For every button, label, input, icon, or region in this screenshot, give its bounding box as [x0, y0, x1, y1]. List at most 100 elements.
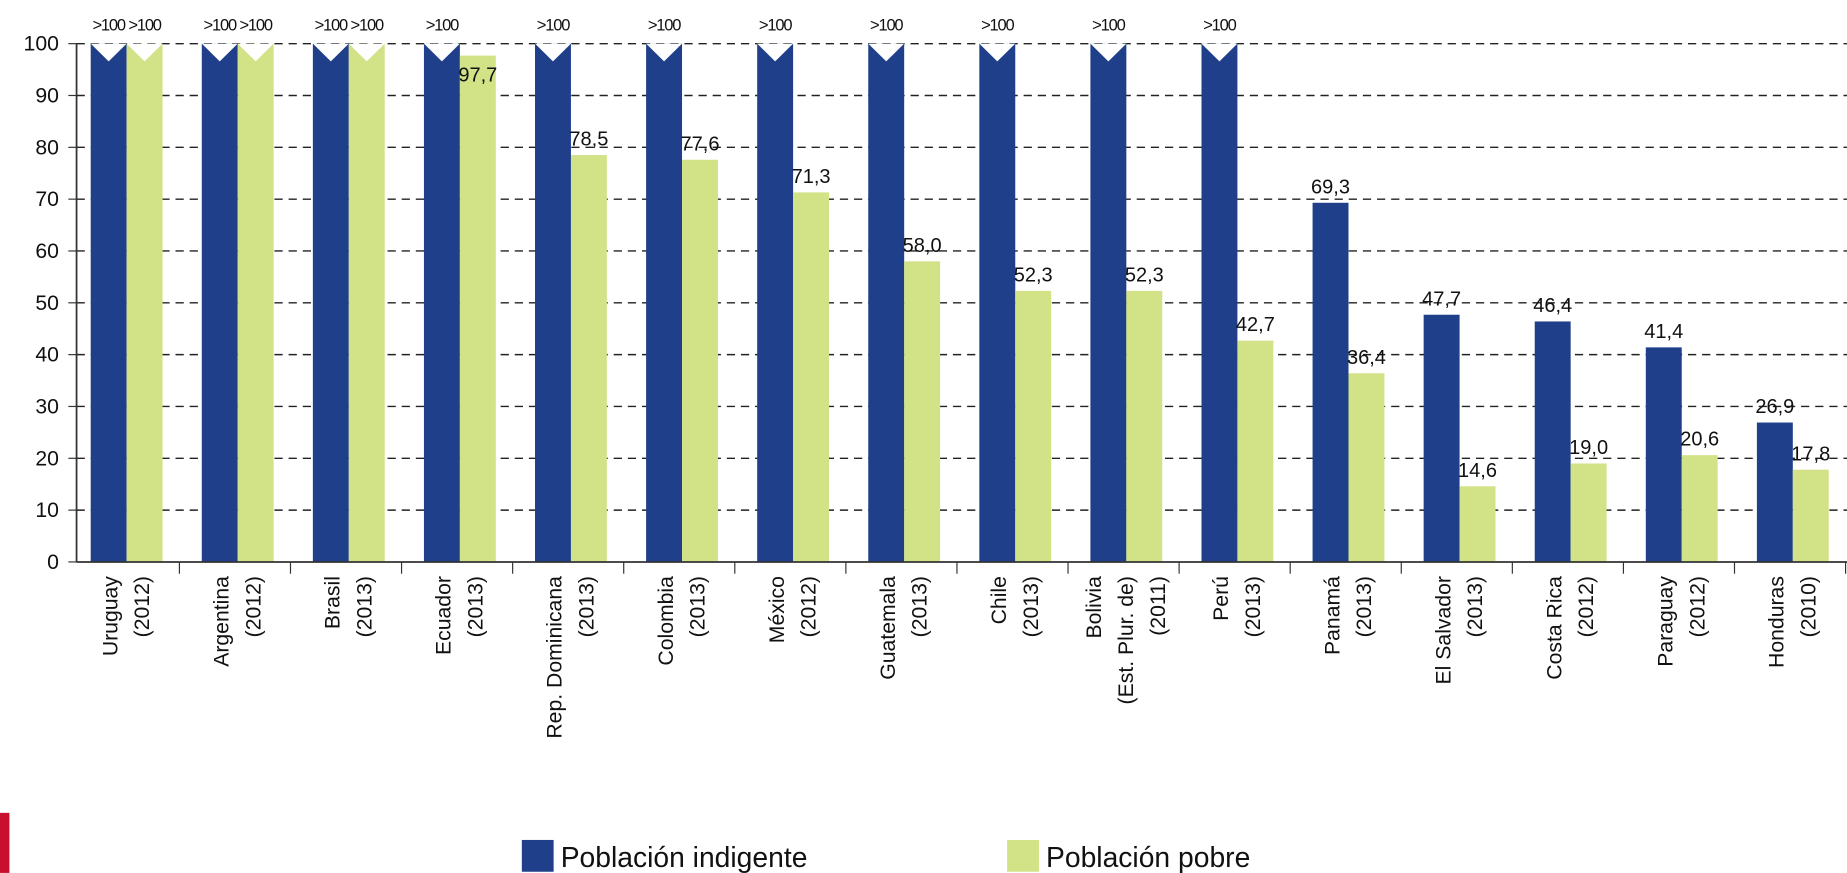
value-label: >100	[870, 17, 903, 35]
overflow-notch	[201, 43, 238, 62]
overflow-notch	[757, 43, 794, 62]
value-label: 17,8	[1791, 443, 1830, 465]
legend-label: Población pobre	[1046, 841, 1250, 873]
overflow-notch	[979, 43, 1016, 62]
bar	[904, 261, 941, 562]
value-label: 47,7	[1422, 288, 1461, 310]
overflow-notch	[1201, 43, 1238, 62]
x-tick-label: (2013)	[1020, 576, 1043, 637]
value-label: 20,6	[1680, 429, 1719, 451]
value-label: 52,3	[1125, 264, 1164, 286]
y-tick-label: 20	[35, 447, 59, 470]
bar	[793, 192, 830, 562]
overflow-notch	[348, 43, 385, 62]
value-label: 69,3	[1311, 176, 1350, 198]
bar	[757, 43, 794, 562]
x-tick-label: Honduras	[1766, 576, 1789, 668]
bar	[570, 155, 607, 562]
bar	[423, 43, 460, 562]
overflow-notch	[535, 43, 571, 62]
x-tick-label: Panamá	[1321, 576, 1344, 655]
x-tick-label: (2010)	[1797, 576, 1820, 637]
bar	[1681, 455, 1718, 562]
x-tick-label: (2013)	[576, 576, 599, 637]
x-tick-label: Bolivia	[1083, 576, 1106, 639]
value-label: 14,6	[1458, 460, 1497, 482]
x-tick-label: El Salvador	[1432, 576, 1455, 684]
x-tick-label: (2013)	[1242, 576, 1265, 637]
value-label: 26,9	[1755, 396, 1794, 418]
y-tick-label: 90	[35, 85, 59, 108]
x-tick-label: Chile	[988, 576, 1011, 624]
value-label: 77,6	[681, 133, 720, 155]
overflow-notch	[237, 43, 274, 62]
value-label: >100	[92, 17, 125, 35]
x-tick-label: (2012)	[1686, 576, 1709, 637]
x-tick-label: Paraguay	[1654, 576, 1677, 667]
bar	[1570, 463, 1607, 562]
overflow-notch	[126, 43, 163, 62]
value-label: 71,3	[792, 166, 831, 188]
bar	[348, 43, 385, 562]
bar	[1015, 290, 1052, 562]
x-tick-label: (2013)	[687, 576, 710, 637]
bar	[1201, 43, 1238, 562]
bar	[1126, 290, 1163, 562]
bar	[1459, 486, 1496, 562]
bar	[1756, 422, 1793, 562]
overflow-notch	[312, 43, 349, 62]
bar	[1645, 347, 1682, 562]
bar	[1423, 314, 1460, 562]
overflow-notch	[646, 43, 683, 62]
bar	[682, 159, 718, 562]
value-label: 52,3	[1014, 264, 1053, 286]
legend-swatch	[521, 839, 554, 872]
side-accent	[0, 812, 10, 873]
bar	[201, 43, 238, 562]
x-tick-label: Rep. Dominicana	[544, 576, 567, 739]
value-label: 97,7	[458, 64, 497, 86]
x-tick-label: (2013)	[353, 576, 376, 637]
y-tick-label: 0	[47, 551, 59, 574]
x-tick-label: Ecuador	[433, 576, 456, 655]
x-tick-label: Perú	[1210, 576, 1233, 621]
x-tick-label: (2013)	[464, 576, 487, 637]
overflow-notch	[868, 43, 905, 62]
x-tick-label: Uruguay	[99, 576, 122, 656]
value-label: 46,4	[1533, 295, 1572, 317]
bar	[1090, 43, 1127, 562]
value-label: >100	[426, 17, 459, 35]
x-tick-label: (2011)	[1147, 576, 1170, 636]
y-tick-label: 50	[35, 292, 59, 315]
y-tick-label: 80	[35, 136, 59, 159]
value-label: 36,4	[1347, 347, 1386, 369]
value-label: >100	[351, 17, 384, 35]
x-tick-label: Costa Rica	[1543, 576, 1566, 680]
bar	[979, 43, 1016, 562]
overflow-notch	[423, 43, 460, 62]
value-label: 19,0	[1569, 437, 1608, 459]
bar	[1792, 469, 1829, 562]
x-tick-label: (2012)	[1575, 576, 1598, 637]
value-label: 42,7	[1236, 314, 1275, 336]
value-label: 78,5	[569, 129, 608, 151]
y-tick-label: 100	[24, 33, 59, 56]
legend-label: Población indigente	[561, 841, 808, 873]
y-tick-label: 70	[35, 188, 59, 211]
value-label: >100	[981, 17, 1014, 35]
bar	[868, 43, 905, 562]
value-label: >100	[648, 17, 681, 35]
bar	[1348, 373, 1385, 562]
value-label: >100	[1203, 17, 1236, 35]
bar	[126, 43, 163, 562]
x-tick-label: Guatemala	[877, 576, 900, 680]
x-tick-label: (2012)	[798, 576, 821, 637]
value-label: 41,4	[1644, 321, 1683, 343]
x-tick-label: (2013)	[909, 576, 932, 637]
value-label: >100	[315, 17, 348, 35]
value-label: >100	[204, 17, 237, 35]
value-label: >100	[1092, 17, 1125, 35]
bar	[312, 43, 349, 562]
y-tick-label: 60	[35, 240, 59, 263]
